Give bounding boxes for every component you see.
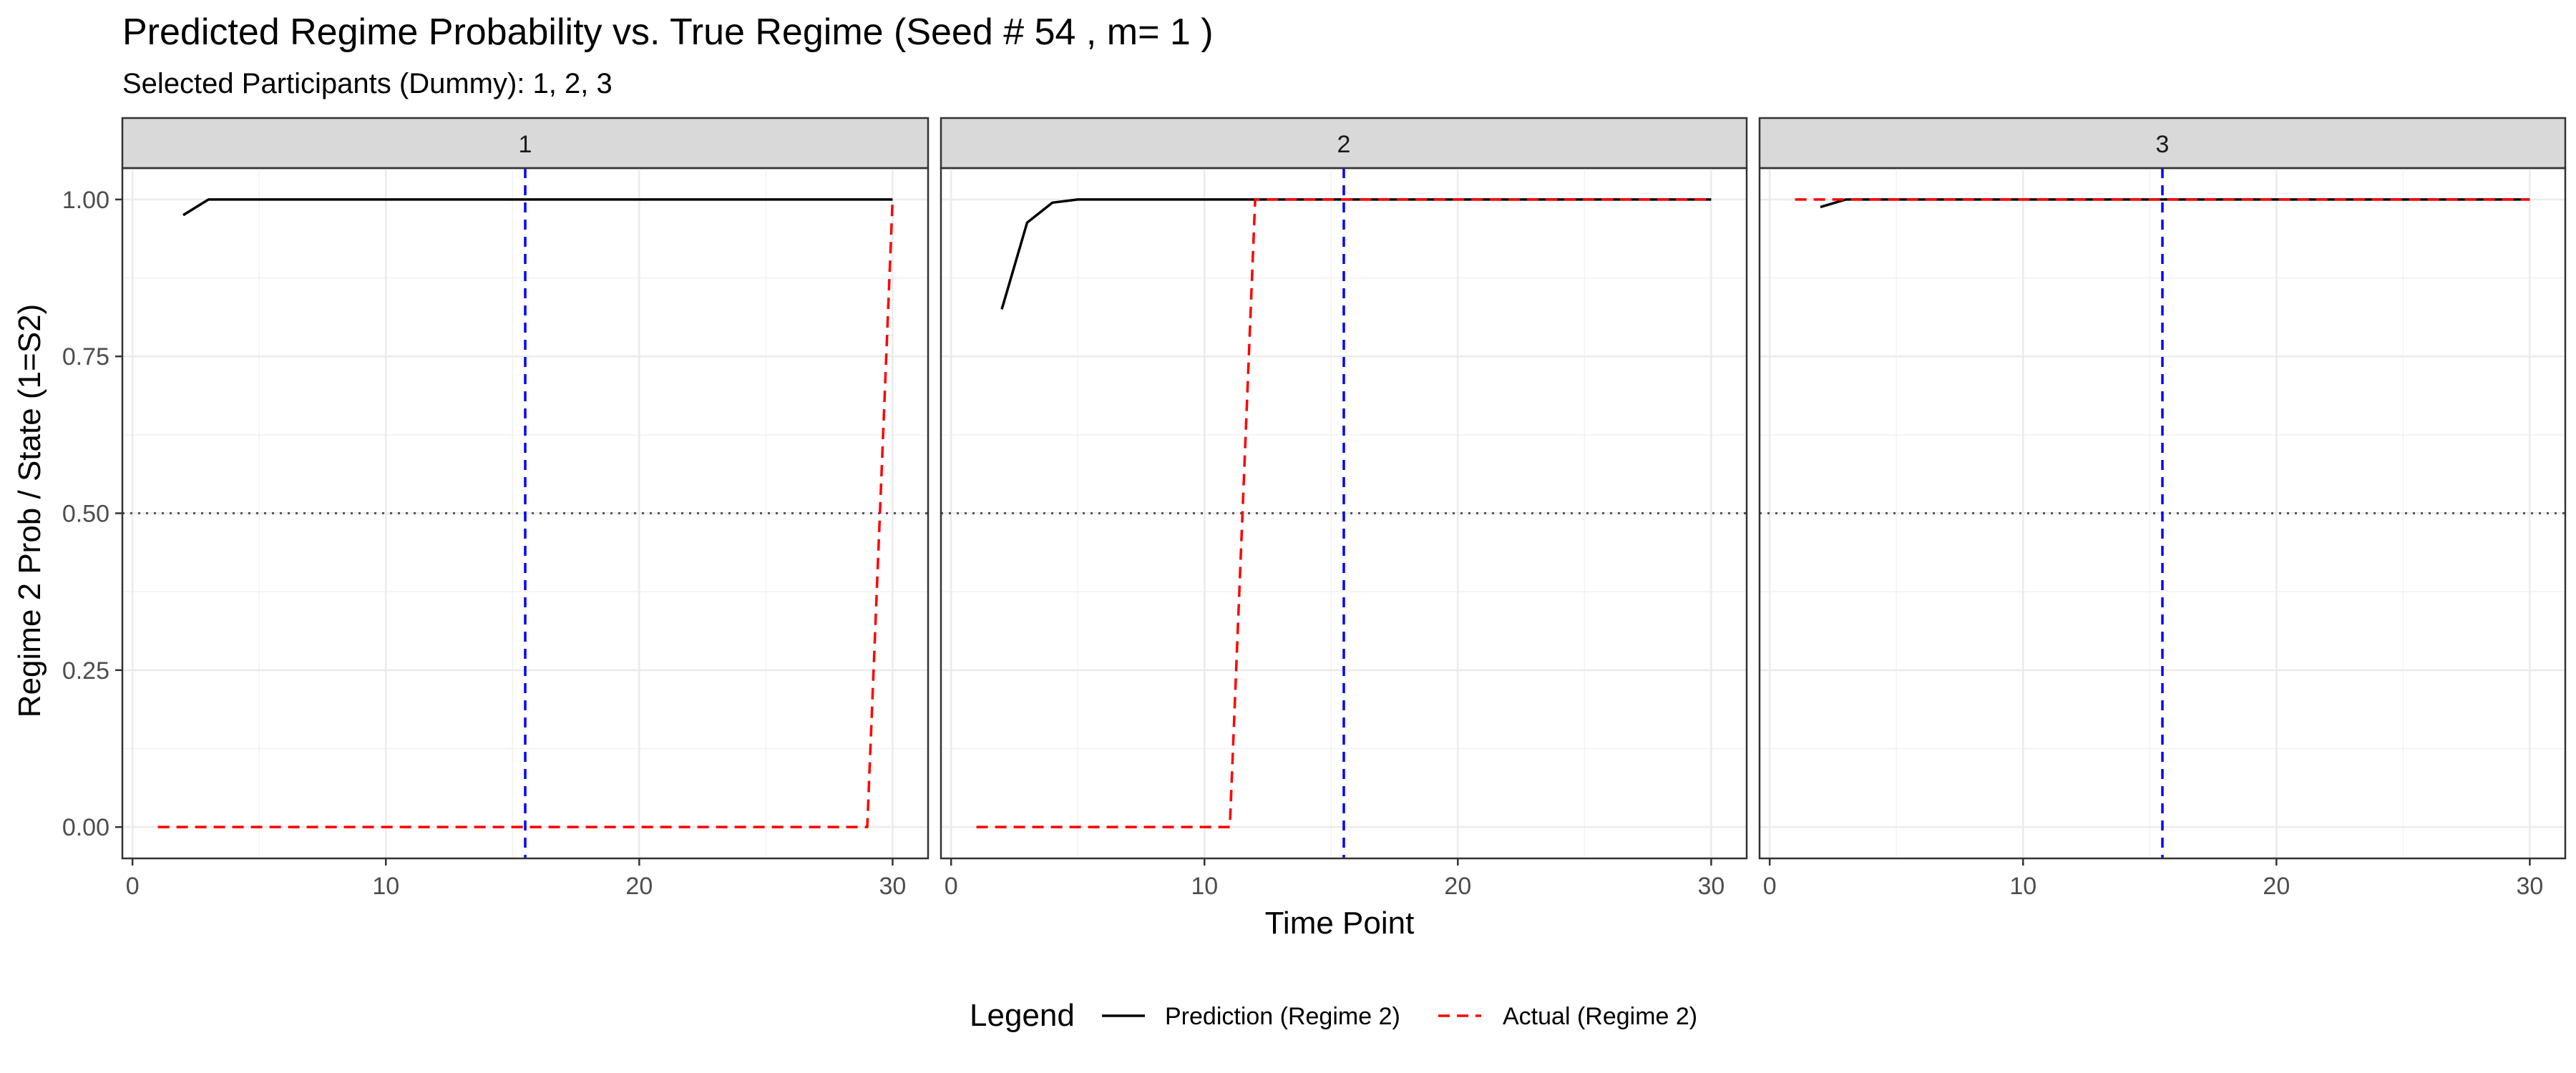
facet-panel-2: 20 10 20 30 bbox=[940, 117, 1748, 900]
y-tick-label: 0.75 bbox=[62, 343, 109, 371]
panel-border bbox=[940, 167, 1748, 860]
y-axis-label: Regime 2 Prob / State (1=S2) bbox=[12, 304, 47, 717]
x-tick-label: 20 bbox=[2263, 873, 2290, 900]
x-axis-label: Time Point bbox=[1265, 906, 1415, 941]
chart-title: Predicted Regime Probability vs. True Re… bbox=[122, 11, 1214, 53]
facet-panel-3: 30 10 20 30 bbox=[1758, 117, 2567, 900]
x-tick-label: 0 bbox=[1763, 873, 1777, 900]
legend-title: Legend bbox=[970, 998, 1075, 1033]
actual-regime-line bbox=[976, 198, 1712, 828]
facet-strip-label: 3 bbox=[2156, 131, 2170, 158]
panel-border bbox=[1758, 167, 2567, 860]
prediction-line bbox=[1000, 198, 1712, 310]
facet-strip bbox=[121, 117, 930, 170]
x-tick-label: 10 bbox=[372, 873, 399, 900]
x-tick-label: 30 bbox=[2517, 873, 2544, 900]
x-tick-label: 30 bbox=[879, 873, 907, 900]
facet-strip-label: 1 bbox=[519, 131, 532, 158]
prediction-line bbox=[182, 198, 893, 217]
y-tick-label: 0.50 bbox=[62, 501, 109, 528]
legend: Legend Prediction (Regime 2) Actual (Regi… bbox=[970, 998, 1697, 1033]
legend-label-prediction: Prediction (Regime 2) bbox=[1165, 1003, 1400, 1030]
legend-label-actual: Actual (Regime 2) bbox=[1503, 1003, 1697, 1030]
actual-regime-line bbox=[157, 199, 894, 828]
y-tick-label: 0.25 bbox=[62, 657, 109, 685]
chart-subtitle: Selected Participants (Dummy): 1, 2, 3 bbox=[122, 68, 613, 99]
x-tick-label: 0 bbox=[126, 873, 140, 900]
y-tick-label: 0.00 bbox=[62, 814, 109, 841]
y-tick-label: 1.00 bbox=[62, 187, 109, 214]
x-tick-label: 20 bbox=[1444, 873, 1471, 900]
x-tick-label: 10 bbox=[2009, 873, 2036, 900]
x-tick-label: 0 bbox=[945, 873, 958, 900]
x-tick-label: 10 bbox=[1191, 873, 1218, 900]
facet-strip bbox=[1758, 117, 2567, 170]
x-tick-label: 20 bbox=[625, 873, 653, 900]
facet-panel-1: 10 10 20 300.000.250.500.751.00 bbox=[62, 117, 930, 900]
facet-strip-label: 2 bbox=[1337, 131, 1351, 158]
x-tick-label: 30 bbox=[1698, 873, 1725, 900]
